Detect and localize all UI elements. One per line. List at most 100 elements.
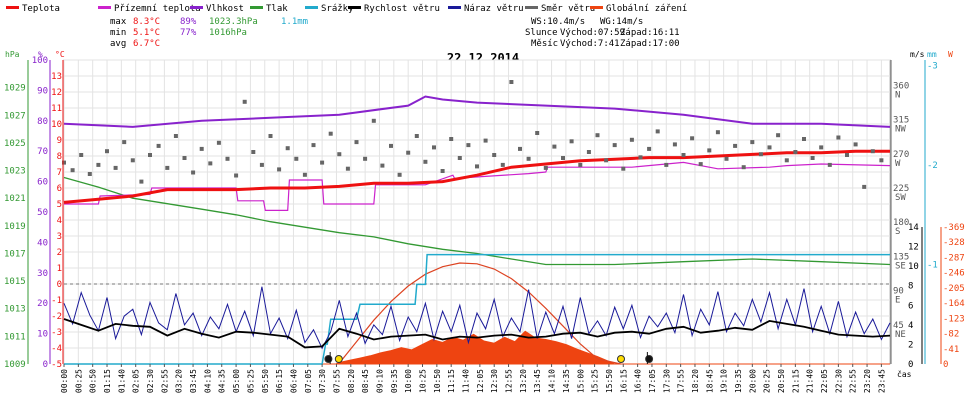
wind-direction-point bbox=[741, 165, 746, 170]
tick-hpa: 1029 bbox=[4, 84, 26, 94]
x-tick-label: 12:05 bbox=[476, 369, 485, 393]
wind-direction-point bbox=[475, 164, 479, 169]
x-tick-label: 20:50 bbox=[777, 369, 786, 393]
wind-direction-point bbox=[500, 162, 505, 167]
stat-moonrise: Východ:7:41 bbox=[560, 39, 620, 49]
wind-direction-point bbox=[328, 131, 333, 136]
tick-humidity: 90 bbox=[37, 86, 48, 96]
x-tick-label: 15:00 bbox=[576, 369, 585, 393]
x-tick-label: 17:30 bbox=[662, 369, 671, 393]
wind-direction-point bbox=[518, 146, 522, 151]
x-tick-label: 01:15 bbox=[103, 369, 112, 393]
wind-direction-point bbox=[302, 172, 307, 177]
wind-direction-point bbox=[845, 153, 849, 157]
x-tick-label: 21:40 bbox=[806, 369, 815, 393]
tick-radiation: -287 bbox=[943, 253, 965, 263]
legend-label: Tlak bbox=[266, 4, 288, 14]
tick-direction-degrees: 225 bbox=[893, 184, 909, 194]
wind-direction-point bbox=[492, 153, 497, 157]
wind-direction-point bbox=[569, 139, 574, 144]
x-tick-label: 10:50 bbox=[433, 369, 442, 393]
x-tick-label: 22:55 bbox=[849, 369, 858, 393]
stat-sun-label: Slunce bbox=[525, 28, 558, 38]
series-wind-direction bbox=[62, 80, 884, 189]
wind-direction-point bbox=[285, 146, 290, 151]
tick-radiation: -369 bbox=[943, 223, 965, 233]
wind-direction-point bbox=[311, 143, 316, 148]
wind-direction-point bbox=[776, 133, 781, 138]
legend-background bbox=[0, 0, 966, 46]
axis-unit-wind-speed: m/s bbox=[910, 50, 925, 59]
wind-direction-point bbox=[793, 150, 798, 154]
wind-direction-point bbox=[870, 149, 875, 154]
x-tick-label: 13:20 bbox=[519, 369, 528, 393]
axis-unit-humidity: % bbox=[38, 50, 43, 59]
wind-direction-point bbox=[259, 162, 264, 167]
wind-direction-point bbox=[414, 134, 419, 138]
tick-temperature: -2 bbox=[51, 312, 62, 322]
wind-direction-point bbox=[156, 143, 161, 148]
wind-direction-point bbox=[586, 150, 591, 154]
tick-hpa: 1019 bbox=[4, 222, 26, 232]
legend-swatch bbox=[250, 6, 263, 9]
tick-humidity: 40 bbox=[37, 238, 48, 248]
wind-direction-point bbox=[664, 162, 669, 167]
tick-temperature: 5 bbox=[57, 200, 62, 210]
plot-area bbox=[62, 80, 891, 365]
x-tick-label: 18:45 bbox=[705, 369, 714, 393]
tick-humidity: 50 bbox=[37, 208, 48, 218]
tick-wind-speed: 0 bbox=[908, 360, 913, 370]
wind-direction-point bbox=[647, 146, 652, 151]
legend-label: Teplota bbox=[22, 4, 60, 14]
wind-direction-point bbox=[810, 156, 815, 160]
stat-temperature: 6.7°C bbox=[133, 39, 160, 49]
x-tick-label: 23:20 bbox=[863, 369, 872, 393]
wind-direction-point bbox=[79, 153, 84, 157]
tick-direction-degrees: 45 bbox=[893, 321, 904, 331]
tick-direction-compass: W bbox=[895, 159, 901, 169]
legend-label: Přízemní teplota bbox=[114, 4, 201, 14]
x-tick-label: 14:10 bbox=[548, 369, 557, 393]
wind-direction-point bbox=[380, 163, 385, 168]
x-tick-label: 03:45 bbox=[189, 369, 198, 393]
wind-direction-point bbox=[345, 166, 350, 171]
x-tick-label: 08:20 bbox=[347, 369, 356, 393]
tick-wind-speed: 2 bbox=[908, 340, 913, 350]
tick-temperature: 13 bbox=[51, 72, 62, 82]
wind-direction-point bbox=[268, 134, 273, 138]
tick-hpa: 1021 bbox=[4, 194, 26, 204]
wind-direction-point bbox=[638, 155, 643, 160]
tick-hpa: 1025 bbox=[4, 139, 26, 149]
wind-direction-point bbox=[165, 165, 170, 170]
series-wind-gust bbox=[63, 286, 891, 350]
x-tick-label: 19:35 bbox=[734, 369, 743, 393]
wind-direction-point bbox=[363, 156, 368, 161]
axis-unit-temperature: °C bbox=[55, 50, 65, 59]
x-tick-label: 07:55 bbox=[332, 369, 341, 393]
tick-humidity: 100 bbox=[32, 56, 48, 66]
stat-pressure: 1016hPa bbox=[209, 28, 247, 38]
x-tick-label: 20:25 bbox=[763, 369, 772, 393]
tick-wind-speed: 12 bbox=[908, 243, 919, 253]
tick-direction-compass: N bbox=[895, 90, 900, 100]
wind-direction-point bbox=[432, 145, 436, 150]
x-tick-label: 17:05 bbox=[648, 369, 657, 393]
moon-set-marker bbox=[645, 355, 654, 363]
wind-direction-point bbox=[466, 143, 471, 148]
wind-direction-point bbox=[836, 135, 841, 140]
x-tick-label: 09:10 bbox=[375, 369, 384, 393]
wind-direction-point bbox=[655, 129, 660, 134]
legend-label: Vlhkost bbox=[206, 4, 244, 14]
stat-pressure: 1023.3hPa bbox=[209, 17, 258, 27]
tick-radiation: -205 bbox=[943, 284, 965, 294]
wind-direction-point bbox=[337, 152, 342, 157]
tick-wind-speed: 10 bbox=[908, 262, 919, 272]
x-axis-unit: čas bbox=[897, 369, 912, 379]
wind-direction-point bbox=[758, 152, 763, 157]
tick-humidity: 30 bbox=[37, 269, 48, 279]
wind-direction-point bbox=[449, 137, 454, 141]
wind-direction-point bbox=[62, 160, 66, 165]
wind-direction-point bbox=[440, 169, 445, 173]
tick-temperature: 8 bbox=[57, 152, 62, 162]
legend-swatch bbox=[190, 6, 203, 9]
